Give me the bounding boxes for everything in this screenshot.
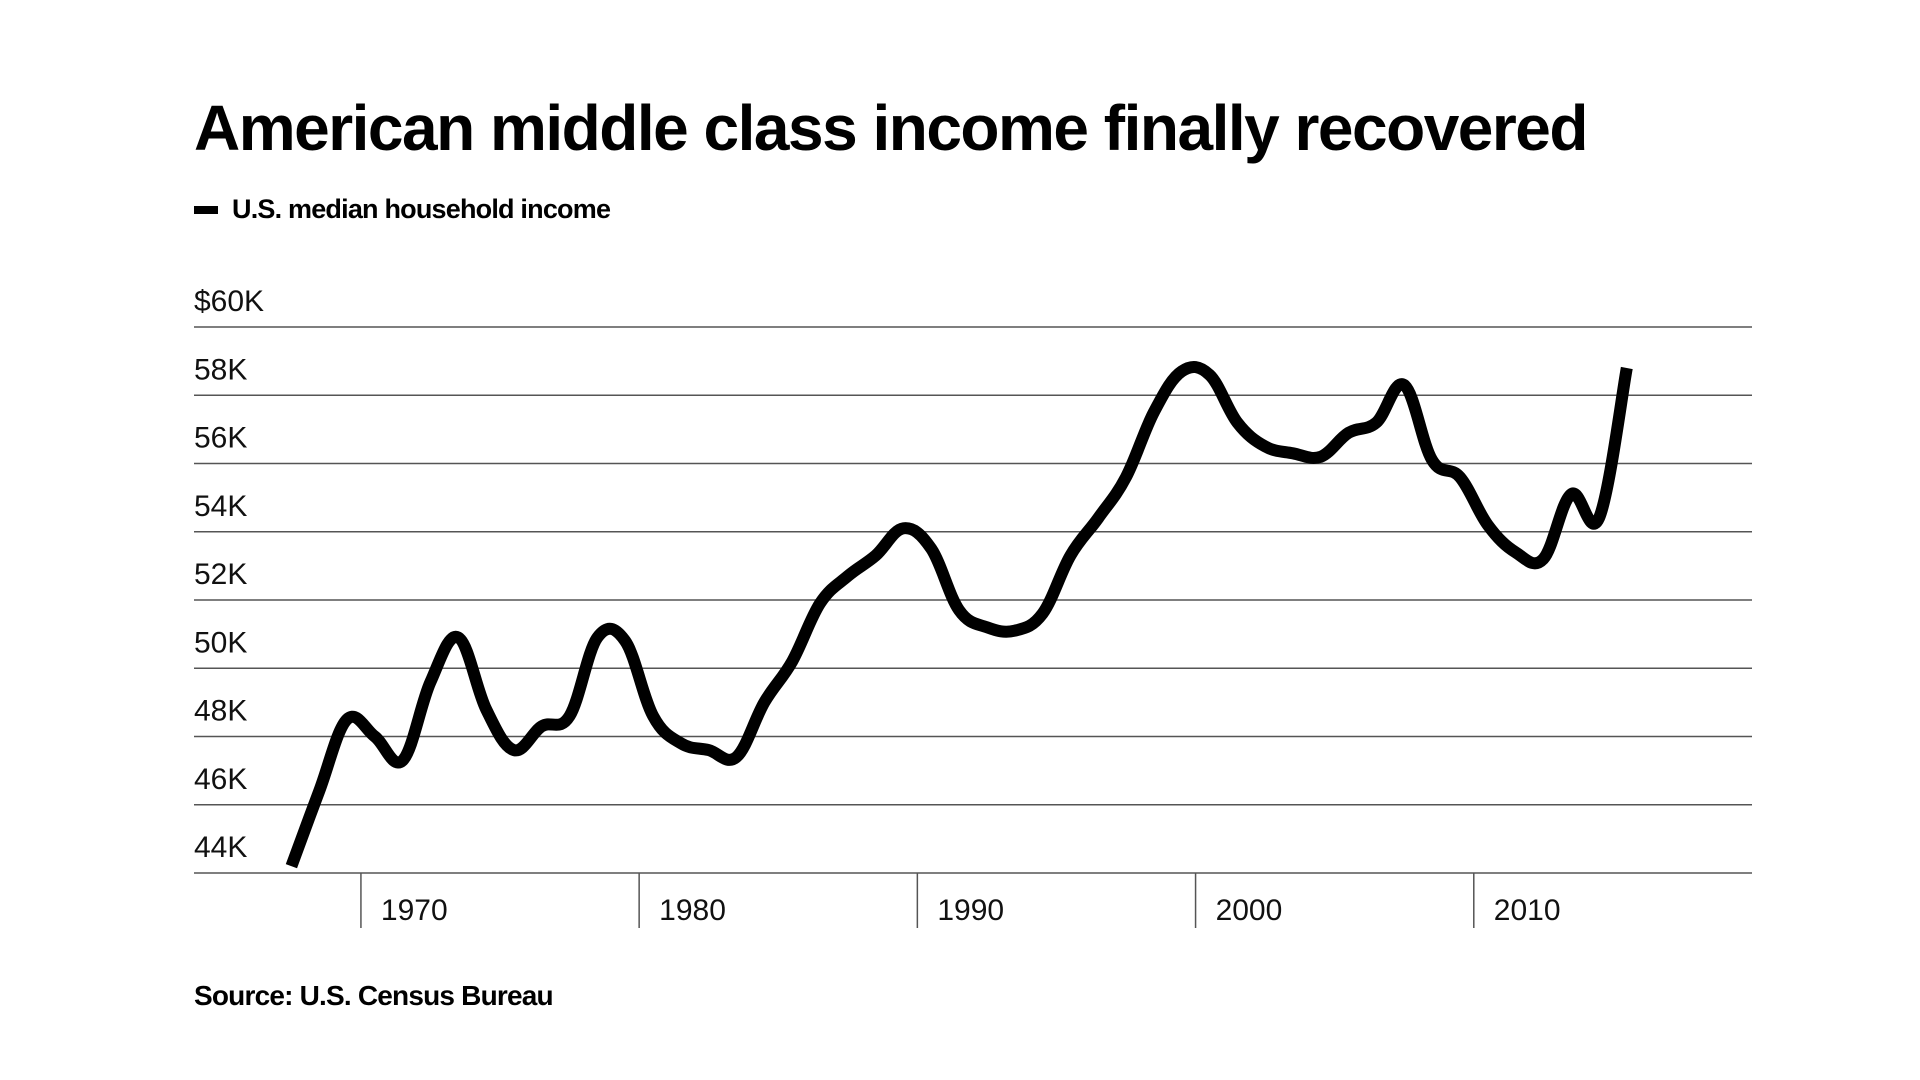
series-layer (285, 361, 1633, 869)
legend-swatch (194, 205, 218, 214)
y-tick-label: 58K (194, 353, 247, 386)
x-axis-labels: 1970 1980 1990 2000 2010 (381, 894, 1561, 927)
y-tick-label: 52K (194, 558, 247, 591)
x-axis-ticks (360, 873, 1475, 928)
x-tick-label: 1980 (659, 894, 726, 927)
series-line (285, 361, 1633, 869)
x-tick-label: 1990 (937, 894, 1004, 927)
y-tick-label: 46K (194, 763, 247, 796)
source-note: Source: U.S. Census Bureau (194, 980, 554, 1011)
x-tick-label: 1970 (381, 894, 448, 927)
x-tick-label: 2000 (1216, 894, 1283, 927)
y-tick-label: 44K (194, 831, 247, 864)
y-tick-label: $60K (194, 285, 264, 318)
y-tick-label: 48K (194, 695, 247, 728)
chart-title: American middle class income finally rec… (194, 92, 1588, 164)
y-tick-label: 54K (194, 490, 247, 523)
x-tick-label: 2010 (1494, 894, 1561, 927)
legend: U.S. median household income (194, 194, 611, 225)
y-tick-label: 56K (194, 422, 247, 455)
legend-label: U.S. median household income (232, 194, 611, 224)
gridlines (194, 326, 1752, 874)
y-axis-labels: 44K 46K 48K 50K 52K 54K 56K 58K $60K (194, 285, 264, 864)
y-tick-label: 50K (194, 626, 247, 659)
